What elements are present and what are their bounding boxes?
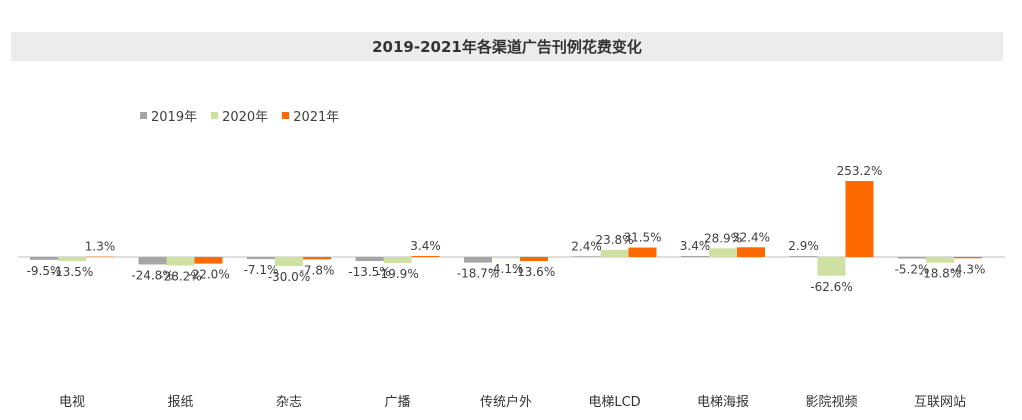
data-label-2021年-广播: 3.4% bbox=[410, 239, 441, 253]
chart-legend: 2019年 2020年 2021年 bbox=[140, 106, 339, 125]
bar-2019年-广播 bbox=[355, 257, 384, 262]
bar-2021年-传统户外 bbox=[520, 257, 548, 262]
bar-2020年-互联网站 bbox=[926, 257, 954, 263]
category-label-电梯海报: 电梯海报 bbox=[697, 395, 749, 410]
data-label-2020年-电梯海报: 28.9% bbox=[704, 231, 742, 245]
data-label-2021年-杂志: -7.8% bbox=[300, 263, 335, 277]
data-label-2021年-电梯海报: 32.4% bbox=[732, 230, 770, 244]
data-label-2021年-传统户外: -13.6% bbox=[513, 265, 555, 279]
category-label-影院视频: 影院视频 bbox=[805, 395, 857, 410]
data-label-2021年-电视: 1.3% bbox=[85, 240, 116, 254]
bar-2021年-电视 bbox=[86, 256, 114, 258]
legend-item-2021: 2021年 bbox=[282, 106, 339, 125]
bar-2021年-影院视频 bbox=[845, 181, 874, 257]
data-label-2019年-互联网站: -5.2% bbox=[895, 263, 930, 277]
bar-2020年-电视 bbox=[58, 257, 86, 262]
bar-2019年-电视 bbox=[30, 257, 58, 260]
chart-title-bar: 2019-2021年各渠道广告刊例花费变化 bbox=[11, 32, 1003, 61]
bar-2020年-报纸 bbox=[166, 257, 195, 266]
bar-2019年-影院视频 bbox=[789, 256, 818, 257]
legend-swatch-2020 bbox=[211, 112, 219, 119]
bar-2021年-互联网站 bbox=[954, 257, 982, 259]
bar-2021年-电梯LCD bbox=[628, 247, 657, 257]
category-label-电视: 电视 bbox=[59, 395, 85, 410]
bar-2020年-电梯海报 bbox=[709, 248, 737, 257]
bar-2021年-报纸 bbox=[194, 257, 223, 264]
data-label-2020年-杂志: -30.0% bbox=[268, 270, 310, 284]
legend-label-2019: 2019年 bbox=[151, 110, 198, 125]
data-label-2019年-电视: -9.5% bbox=[27, 264, 62, 278]
data-label-2019年-广播: -13.5% bbox=[348, 265, 390, 279]
data-label-2020年-传统户外: -4.1% bbox=[489, 262, 524, 276]
data-label-2021年-影院视频: 253.2% bbox=[837, 164, 883, 178]
category-label-杂志: 杂志 bbox=[276, 395, 302, 410]
bar-2021年-电梯海报 bbox=[737, 247, 765, 257]
bar-2021年-杂志 bbox=[303, 257, 331, 260]
category-label-传统户外: 传统户外 bbox=[480, 394, 532, 410]
category-label-报纸: 报纸 bbox=[167, 395, 193, 410]
bar-2019年-电梯海报 bbox=[681, 255, 709, 257]
data-label-2020年-报纸: -28.2% bbox=[159, 269, 201, 283]
legend-label-2020: 2020年 bbox=[222, 110, 269, 125]
bar-2019年-报纸 bbox=[138, 257, 167, 265]
data-label-2020年-电梯LCD: 23.8% bbox=[595, 233, 633, 247]
bar-2020年-传统户外 bbox=[492, 257, 520, 259]
bar-2020年-影院视频 bbox=[817, 257, 846, 276]
legend-item-2019: 2019年 bbox=[140, 106, 197, 125]
data-label-2020年-电视: -13.5% bbox=[51, 265, 93, 279]
bar-2019年-电梯LCD bbox=[572, 256, 601, 257]
bar-2019年-互联网站 bbox=[898, 257, 926, 259]
bar-2019年-杂志 bbox=[247, 257, 275, 260]
legend-swatch-2019 bbox=[140, 112, 147, 119]
data-label-2019年-传统户外: -18.7% bbox=[457, 267, 499, 281]
bar-2020年-杂志 bbox=[275, 257, 303, 266]
data-label-2020年-影院视频: -62.6% bbox=[810, 280, 852, 294]
category-label-广播: 广播 bbox=[384, 395, 410, 410]
data-label-2021年-电梯LCD: 31.5% bbox=[623, 231, 661, 245]
data-label-2019年-杂志: -7.1% bbox=[244, 263, 279, 277]
data-label-2020年-广播: -19.9% bbox=[376, 267, 418, 281]
category-label-电梯LCD: 电梯LCD bbox=[588, 395, 640, 410]
chart-title: 2019-2021年各渠道广告刊例花费变化 bbox=[372, 38, 642, 56]
data-label-2021年-报纸: -22.0% bbox=[187, 268, 229, 282]
data-label-2020年-互联网站: -18.8% bbox=[919, 267, 961, 281]
bar-2020年-广播 bbox=[383, 257, 412, 263]
category-label-互联网站: 互联网站 bbox=[914, 395, 966, 410]
bar-2020年-电梯LCD bbox=[600, 249, 629, 257]
bar-2021年-广播 bbox=[411, 255, 440, 257]
data-label-2019年-电梯LCD: 2.4% bbox=[571, 239, 602, 253]
data-label-2019年-报纸: -24.8% bbox=[131, 268, 173, 282]
data-label-2019年-电梯海报: 3.4% bbox=[680, 239, 711, 253]
data-label-2019年-影院视频: 2.9% bbox=[788, 239, 819, 253]
legend-swatch-2021 bbox=[282, 112, 290, 119]
legend-item-2020: 2020年 bbox=[211, 106, 268, 125]
bar-2019年-传统户外 bbox=[464, 257, 492, 263]
legend-label-2021: 2021年 bbox=[293, 110, 340, 125]
data-label-2021年-互联网站: -4.3% bbox=[951, 262, 986, 276]
